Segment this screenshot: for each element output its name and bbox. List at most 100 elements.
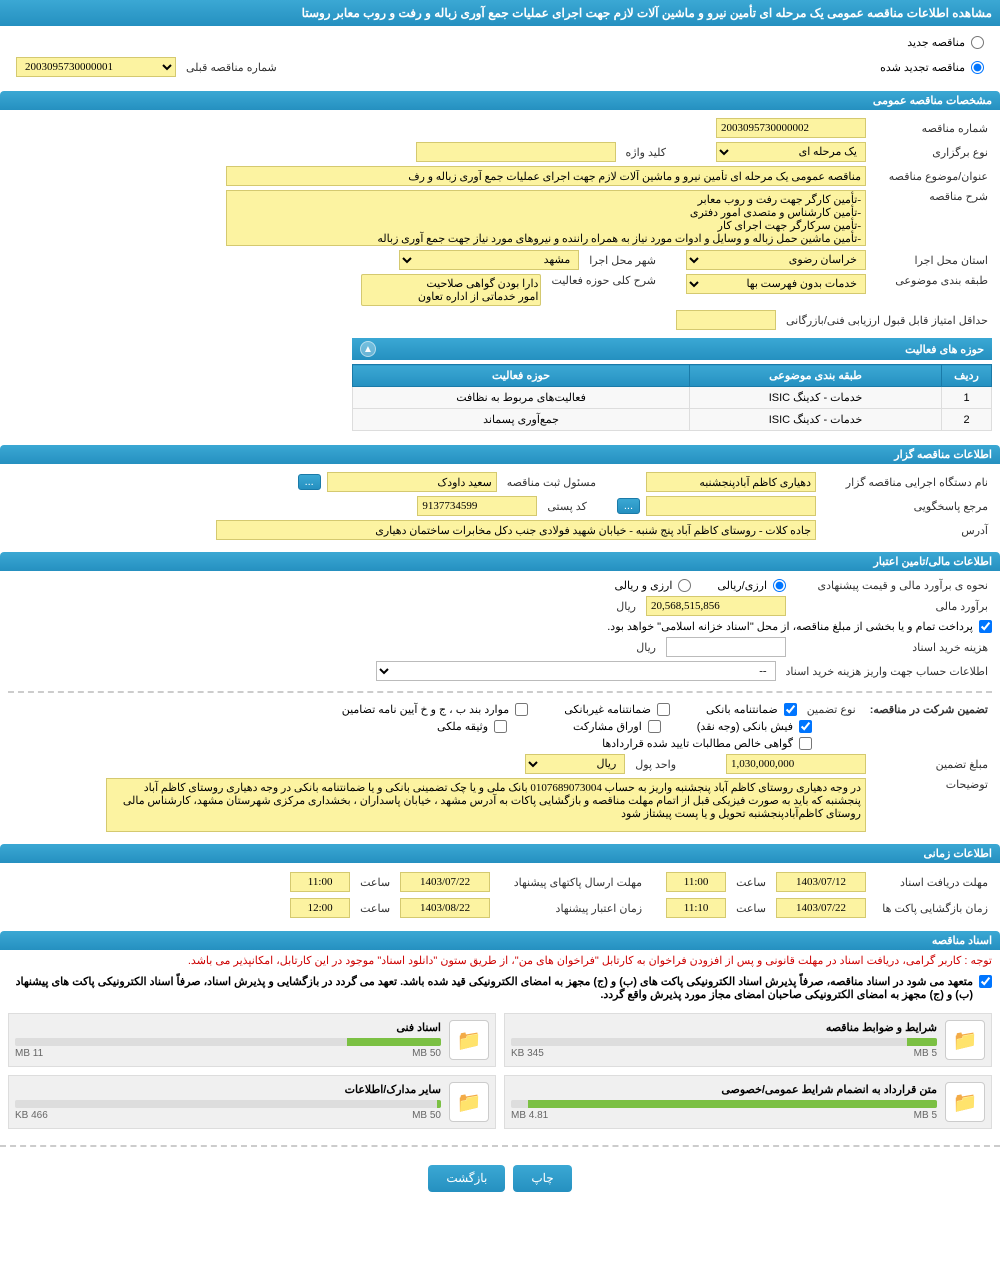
file-card[interactable]: 📁 شرایط و ضوابط مناقصه 5 MB345 KB bbox=[504, 1013, 992, 1067]
notes-textarea[interactable] bbox=[106, 778, 866, 832]
keyword-input[interactable] bbox=[416, 142, 616, 162]
g1-checkbox[interactable] bbox=[784, 703, 797, 716]
response-label: مرجع پاسخگویی bbox=[822, 500, 992, 513]
province-select[interactable]: خراسان رضوی bbox=[686, 250, 866, 270]
keyword-label: کلید واژه bbox=[622, 146, 670, 159]
activity-table: ردیف طبقه بندی موضوعی حوزه فعالیت 1 خدما… bbox=[352, 364, 992, 431]
g4-label: فیش بانکی (وجه نقد) bbox=[697, 720, 793, 733]
file-card[interactable]: 📁 سایر مدارک/اطلاعات 50 MB466 KB bbox=[8, 1075, 496, 1129]
activity-title: حوزه های فعالیت bbox=[905, 343, 984, 356]
payment-note-checkbox[interactable] bbox=[979, 620, 992, 633]
desc-textarea[interactable] bbox=[226, 190, 866, 246]
new-tender-label: مناقصه جدید bbox=[907, 36, 965, 49]
g2-checkbox[interactable] bbox=[657, 703, 670, 716]
doc-fee-label: هزینه خرید اسناد bbox=[792, 641, 992, 654]
registrar-input bbox=[327, 472, 497, 492]
validity-date bbox=[400, 898, 490, 918]
th-row: ردیف bbox=[942, 365, 992, 387]
method-opt1: ارزی/ریالی bbox=[717, 579, 767, 592]
open-date bbox=[776, 898, 866, 918]
estimate-currency: ریال bbox=[612, 600, 640, 613]
method-opt2: ارزی و ریالی bbox=[614, 579, 672, 592]
g5-label: اوراق مشارکت bbox=[573, 720, 642, 733]
g1-label: ضمانتنامه بانکی bbox=[706, 703, 778, 716]
account-label: اطلاعات حساب جهت واریز هزینه خرید اسناد bbox=[782, 665, 992, 678]
open-time bbox=[666, 898, 726, 918]
file-card[interactable]: 📁 متن قرارداد به انضمام شرایط عمومی/خصوص… bbox=[504, 1075, 992, 1129]
min-score-label: حداقل امتیاز قابل قبول ارزیابی فنی/بازرگ… bbox=[782, 314, 992, 327]
notes-label: توضیحات bbox=[872, 778, 992, 791]
back-button[interactable]: بازگشت bbox=[428, 1165, 505, 1192]
city-select[interactable]: مشهد bbox=[399, 250, 579, 270]
section-general: مشخصات مناقصه عمومی bbox=[0, 91, 1000, 110]
unit-select[interactable]: ریال bbox=[525, 754, 625, 774]
g4-checkbox[interactable] bbox=[799, 720, 812, 733]
activity-multiselect[interactable]: دارا بودن گواهی صلاحیت امور خدماتی از اد… bbox=[361, 274, 541, 306]
send-time bbox=[290, 872, 350, 892]
print-button[interactable]: چاپ bbox=[513, 1165, 571, 1192]
prev-number-select[interactable]: 2003095730000001 bbox=[16, 57, 176, 77]
file-progress-bar bbox=[528, 1100, 937, 1108]
th-category: طبقه بندی موضوعی bbox=[690, 365, 942, 387]
subject-input[interactable] bbox=[226, 166, 866, 186]
receive-time-label: ساعت bbox=[732, 876, 770, 889]
response-more-button[interactable]: ... bbox=[617, 498, 640, 514]
folder-icon: 📁 bbox=[945, 1082, 985, 1122]
new-tender-radio[interactable] bbox=[971, 36, 984, 49]
prev-number-label: شماره مناقصه قبلی bbox=[182, 61, 281, 74]
method-radio-1[interactable] bbox=[773, 579, 786, 592]
category-select[interactable]: خدمات بدون فهرست بها bbox=[686, 274, 866, 294]
g7-checkbox[interactable] bbox=[799, 737, 812, 750]
renewed-tender-radio[interactable] bbox=[971, 61, 984, 74]
method-label: نحوه ی برآورد مالی و قیمت پیشنهادی bbox=[792, 579, 992, 592]
receive-date bbox=[776, 872, 866, 892]
renewed-tender-label: مناقصه تجدید شده bbox=[880, 61, 965, 74]
unit-label: واحد پول bbox=[631, 758, 680, 771]
file-progress-bar bbox=[347, 1038, 441, 1046]
address-input bbox=[216, 520, 816, 540]
doc-note-2: متعهد می شود در اسناد مناقصه، صرفاً پذیر… bbox=[8, 975, 973, 1001]
postal-input bbox=[417, 496, 537, 516]
g6-label: وثیقه ملکی bbox=[437, 720, 488, 733]
estimate-input bbox=[646, 596, 786, 616]
validity-time-label: ساعت bbox=[356, 902, 394, 915]
folder-icon: 📁 bbox=[449, 1082, 489, 1122]
doc-fee-currency: ریال bbox=[632, 641, 660, 654]
min-score-input[interactable] bbox=[676, 310, 776, 330]
type-label: نوع برگزاری bbox=[872, 146, 992, 159]
method-radio-2[interactable] bbox=[678, 579, 691, 592]
section-timing: اطلاعات زمانی bbox=[0, 844, 1000, 863]
g5-checkbox[interactable] bbox=[648, 720, 661, 733]
amount-input bbox=[726, 754, 866, 774]
commitment-checkbox[interactable] bbox=[979, 975, 992, 988]
table-row: 2 خدمات - کدینگ ISIC جمع‌آوری پسماند bbox=[353, 409, 992, 431]
file-name: اسناد فنی bbox=[15, 1021, 441, 1034]
doc-note-1: توجه : کاربر گرامی، دریافت اسناد در مهلت… bbox=[0, 950, 1000, 971]
org-input bbox=[646, 472, 816, 492]
type-select[interactable]: یک مرحله ای bbox=[716, 142, 866, 162]
collapse-icon[interactable]: ▲ bbox=[360, 341, 376, 357]
account-select[interactable]: -- bbox=[376, 661, 776, 681]
th-field: حوزه فعالیت bbox=[353, 365, 690, 387]
send-date bbox=[400, 872, 490, 892]
category-label: طبقه بندی موضوعی bbox=[872, 274, 992, 287]
g2-label: ضمانتنامه غیربانکی bbox=[564, 703, 651, 716]
activity-desc-label: شرح کلی حوزه فعالیت bbox=[547, 274, 660, 287]
g7-label: گواهی خالص مطالبات تایید شده قراردادها bbox=[602, 737, 793, 750]
amount-label: مبلغ تضمین bbox=[872, 758, 992, 771]
tender-number-input bbox=[716, 118, 866, 138]
doc-fee-input[interactable] bbox=[666, 637, 786, 657]
receive-time bbox=[666, 872, 726, 892]
postal-label: کد پستی bbox=[543, 500, 590, 513]
response-input[interactable] bbox=[646, 496, 816, 516]
tender-number-label: شماره مناقصه bbox=[872, 122, 992, 135]
file-name: سایر مدارک/اطلاعات bbox=[15, 1083, 441, 1096]
file-name: متن قرارداد به انضمام شرایط عمومی/خصوصی bbox=[511, 1083, 937, 1096]
validity-time bbox=[290, 898, 350, 918]
g3-checkbox[interactable] bbox=[515, 703, 528, 716]
open-time-label: ساعت bbox=[732, 902, 770, 915]
g6-checkbox[interactable] bbox=[494, 720, 507, 733]
file-card[interactable]: 📁 اسناد فنی 50 MB11 MB bbox=[8, 1013, 496, 1067]
registrar-more-button[interactable]: ... bbox=[298, 474, 321, 490]
validity-label: زمان اعتبار پیشنهاد bbox=[496, 902, 646, 915]
